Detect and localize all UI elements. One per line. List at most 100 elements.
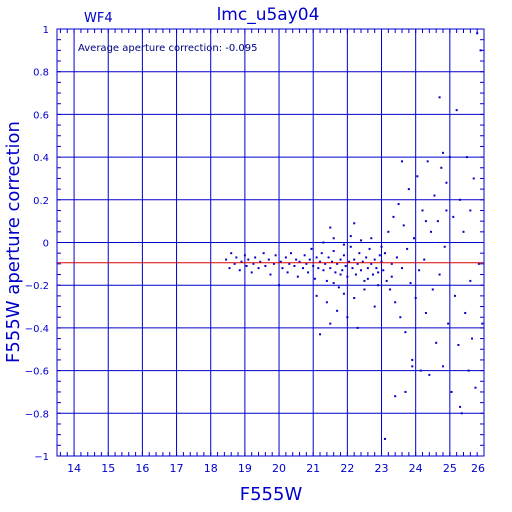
x-axis-label: F555W bbox=[240, 484, 303, 505]
data-point-5 bbox=[238, 269, 241, 272]
data-point-22 bbox=[279, 260, 282, 263]
data-point-132 bbox=[431, 288, 434, 291]
data-point-133 bbox=[433, 194, 436, 197]
data-point-151 bbox=[464, 311, 467, 314]
y-tick-label-2: −0.6 bbox=[25, 367, 49, 378]
data-point-114 bbox=[401, 267, 404, 270]
data-point-140 bbox=[445, 181, 448, 184]
data-point-48 bbox=[329, 267, 332, 270]
average-annotation: Average aperture correction: -0.095 bbox=[78, 43, 258, 54]
data-point-168 bbox=[459, 405, 462, 408]
data-point-99 bbox=[339, 273, 342, 276]
data-point-165 bbox=[383, 437, 386, 440]
data-point-107 bbox=[389, 288, 392, 291]
data-point-90 bbox=[322, 241, 325, 244]
data-point-147 bbox=[457, 343, 460, 346]
data-point-122 bbox=[414, 297, 417, 300]
data-point-42 bbox=[319, 260, 322, 263]
data-point-92 bbox=[342, 243, 345, 246]
data-point-128 bbox=[424, 311, 427, 314]
data-point-36 bbox=[308, 258, 311, 261]
data-point-118 bbox=[407, 188, 410, 191]
data-point-31 bbox=[298, 260, 301, 263]
chart-title: lmc_u5ay04 bbox=[217, 5, 320, 25]
data-point-73 bbox=[371, 273, 374, 276]
y-tick-label-1: −0.8 bbox=[25, 409, 49, 420]
data-point-69 bbox=[365, 256, 368, 259]
data-point-1 bbox=[228, 267, 231, 270]
data-point-138 bbox=[442, 365, 445, 368]
data-point-106 bbox=[387, 230, 390, 233]
data-point-6 bbox=[240, 260, 243, 263]
y-tick-label-7: 0.4 bbox=[33, 153, 49, 164]
data-point-39 bbox=[313, 277, 316, 280]
data-point-144 bbox=[452, 215, 455, 218]
x-tick-label-2: 16 bbox=[135, 462, 149, 475]
data-point-161 bbox=[481, 322, 484, 325]
data-point-45 bbox=[324, 262, 327, 265]
x-tick-label-12: 26 bbox=[471, 462, 485, 475]
data-point-29 bbox=[295, 258, 298, 261]
y-tick-label-8: 0.6 bbox=[33, 110, 49, 121]
data-point-78 bbox=[315, 294, 318, 297]
data-point-52 bbox=[336, 262, 339, 265]
data-point-103 bbox=[382, 269, 385, 272]
data-point-53 bbox=[337, 286, 340, 289]
x-tick-label-8: 22 bbox=[340, 462, 354, 475]
data-point-152 bbox=[465, 156, 468, 159]
data-point-49 bbox=[330, 260, 333, 263]
data-point-95 bbox=[360, 239, 363, 242]
data-point-41 bbox=[317, 267, 320, 270]
data-point-10 bbox=[250, 271, 253, 274]
data-point-14 bbox=[259, 260, 262, 263]
data-point-115 bbox=[402, 224, 405, 227]
data-point-30 bbox=[296, 275, 299, 278]
data-point-130 bbox=[428, 373, 431, 376]
data-point-91 bbox=[332, 237, 335, 240]
data-point-24 bbox=[284, 256, 287, 259]
data-point-163 bbox=[394, 395, 397, 398]
data-point-68 bbox=[363, 279, 366, 282]
data-point-98 bbox=[353, 222, 356, 225]
data-point-110 bbox=[394, 301, 397, 304]
data-point-94 bbox=[349, 235, 352, 238]
data-point-79 bbox=[325, 301, 328, 304]
data-point-143 bbox=[450, 390, 453, 393]
data-point-89 bbox=[356, 326, 359, 329]
data-point-9 bbox=[247, 258, 250, 261]
data-point-93 bbox=[329, 226, 332, 229]
data-point-141 bbox=[447, 322, 450, 325]
data-point-155 bbox=[471, 337, 474, 340]
data-point-137 bbox=[440, 166, 443, 169]
data-point-76 bbox=[377, 284, 380, 287]
data-point-154 bbox=[469, 209, 472, 212]
data-point-109 bbox=[392, 215, 395, 218]
data-point-166 bbox=[411, 365, 414, 368]
data-point-18 bbox=[269, 273, 272, 276]
data-point-160 bbox=[479, 49, 482, 52]
data-point-4 bbox=[235, 256, 238, 259]
data-point-135 bbox=[436, 220, 439, 223]
data-point-170 bbox=[424, 220, 427, 223]
x-tick-label-6: 20 bbox=[272, 462, 286, 475]
data-point-11 bbox=[252, 262, 255, 265]
data-point-86 bbox=[329, 322, 332, 325]
data-point-81 bbox=[342, 292, 345, 295]
data-point-2 bbox=[230, 252, 233, 255]
data-point-131 bbox=[430, 230, 433, 233]
data-point-139 bbox=[443, 245, 446, 248]
data-point-85 bbox=[319, 333, 322, 336]
data-point-145 bbox=[453, 294, 456, 297]
data-point-19 bbox=[272, 262, 275, 265]
data-point-37 bbox=[310, 247, 313, 250]
data-point-149 bbox=[460, 412, 463, 415]
data-point-153 bbox=[467, 369, 470, 372]
data-point-172 bbox=[469, 279, 472, 282]
data-point-158 bbox=[476, 32, 479, 35]
data-point-123 bbox=[416, 175, 419, 178]
data-point-44 bbox=[322, 269, 325, 272]
data-point-62 bbox=[353, 258, 356, 261]
data-point-157 bbox=[474, 386, 477, 389]
